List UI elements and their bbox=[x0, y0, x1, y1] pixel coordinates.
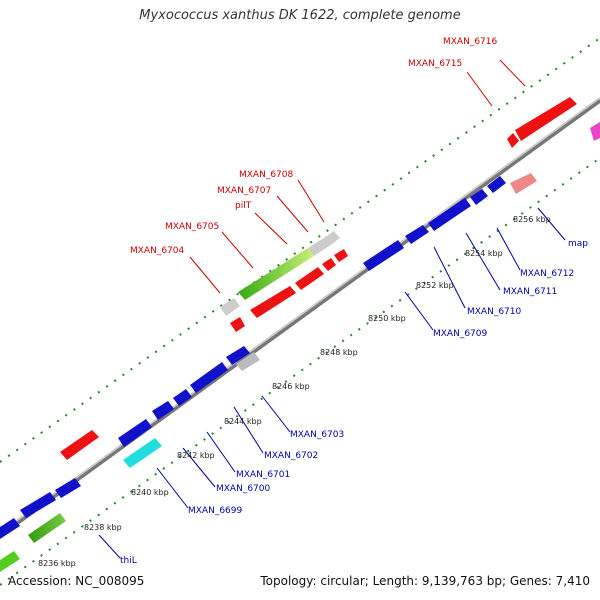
gene-mxan-6707 bbox=[308, 240, 326, 256]
gene-mxan-6710 bbox=[405, 225, 429, 244]
kbp-8250: 8250 kbp bbox=[368, 314, 406, 323]
gene-fwd-4 bbox=[334, 249, 348, 262]
gene-fwd-7 bbox=[510, 173, 537, 194]
label-mxan-6705: MXAN_6705 bbox=[165, 222, 219, 232]
label-mxan-6700: MXAN_6700 bbox=[216, 484, 270, 494]
label-mxan-6709: MXAN_6709 bbox=[433, 329, 487, 339]
gene-rev-green-2 bbox=[0, 551, 20, 572]
gene-fwd-5 bbox=[60, 430, 99, 460]
label-map: map bbox=[568, 239, 588, 249]
kbp-8254: 8254 kbp bbox=[465, 249, 503, 258]
gene-fwd-2 bbox=[295, 267, 324, 290]
gene-rev-cyan bbox=[123, 438, 162, 468]
accession-text: Accession: NC_008095 bbox=[8, 574, 145, 588]
gene-mxan-6709 bbox=[363, 240, 404, 271]
gene-mxan-6716 bbox=[515, 97, 577, 141]
gene-fwd-6 bbox=[236, 352, 260, 371]
kbp-8236: 8236 kbp bbox=[38, 559, 76, 568]
kbp-scale-labels: 8236 kbp 8238 kbp 8240 kbp 8242 kbp 8244… bbox=[38, 215, 551, 568]
label-mxan-6701: MXAN_6701 bbox=[236, 470, 290, 480]
gene-mxan-6702 bbox=[190, 362, 228, 393]
kbp-8242: 8242 kbp bbox=[177, 451, 215, 460]
gene-rev-b bbox=[20, 492, 56, 518]
gene-mxan-6712 bbox=[487, 176, 506, 193]
map-title: Myxococcus xanthus DK 1622, complete gen… bbox=[139, 8, 461, 23]
label-mxan-6715: MXAN_6715 bbox=[408, 59, 462, 69]
forward-strand-genes[interactable] bbox=[60, 97, 577, 460]
gene-mxan-6704 bbox=[230, 317, 245, 332]
kbp-8256: 8256 kbp bbox=[513, 215, 551, 224]
kbp-8252: 8252 kbp bbox=[416, 281, 454, 290]
label-mxan-6699: MXAN_6699 bbox=[188, 506, 242, 516]
gene-labels-top: MXAN_6716 MXAN_6715 MXAN_6708 MXAN_6707 … bbox=[130, 37, 497, 256]
label-mxan-6712: MXAN_6712 bbox=[520, 269, 574, 279]
label-leaders bbox=[189, 59, 526, 294]
gene-fwd-1 bbox=[250, 286, 296, 318]
genome-summary-text: Topology: circular; Length: 9,139,763 bp… bbox=[260, 574, 590, 588]
label-mxan-6711: MXAN_6711 bbox=[503, 287, 557, 297]
kbp-8244: 8244 kbp bbox=[224, 417, 262, 426]
gene-mxan-6705 bbox=[220, 298, 240, 316]
label-mxan-6702: MXAN_6702 bbox=[264, 451, 318, 461]
label-mxan-6704: MXAN_6704 bbox=[130, 246, 184, 256]
kbp-8248: 8248 kbp bbox=[320, 348, 358, 357]
reverse-strand-genes[interactable] bbox=[0, 122, 600, 572]
label-mxan-6716: MXAN_6716 bbox=[443, 37, 497, 47]
gene-rev-pink bbox=[590, 122, 600, 141]
gene-rev-c bbox=[0, 518, 20, 539]
gene-labels-bottom: map MXAN_6712 MXAN_6711 MXAN_6710 MXAN_6… bbox=[120, 239, 588, 566]
genome-backbone bbox=[0, 97, 600, 538]
gene-pilT bbox=[238, 248, 314, 300]
kbp-8246: 8246 kbp bbox=[272, 382, 310, 391]
gene-thiL bbox=[55, 478, 81, 498]
gene-mxan-6703 bbox=[226, 346, 250, 365]
label-mxan-6708: MXAN_6708 bbox=[239, 170, 293, 180]
gene-fwd-3 bbox=[322, 258, 336, 271]
label-mxan-6707: MXAN_6707 bbox=[217, 186, 271, 196]
label-pilT: pilT bbox=[235, 201, 252, 211]
label-leaders-blue bbox=[98, 207, 566, 559]
gene-mxan-6708 bbox=[318, 231, 340, 249]
gene-mxan-6701 bbox=[173, 389, 192, 406]
gene-mxan-6699 bbox=[118, 419, 152, 447]
label-mxan-6710: MXAN_6710 bbox=[467, 307, 521, 317]
gene-rev-green bbox=[28, 513, 66, 543]
gene-mxan-6700 bbox=[152, 401, 174, 420]
kbp-8238: 8238 kbp bbox=[84, 523, 122, 532]
gene-mxan-6711 bbox=[428, 198, 471, 231]
gene-mxan-6715 bbox=[507, 133, 519, 148]
label-thiL: thiL bbox=[120, 556, 137, 566]
kbp-8240: 8240 kbp bbox=[131, 488, 169, 497]
label-mxan-6703: MXAN_6703 bbox=[290, 430, 344, 440]
gene-rev-a bbox=[470, 189, 488, 205]
